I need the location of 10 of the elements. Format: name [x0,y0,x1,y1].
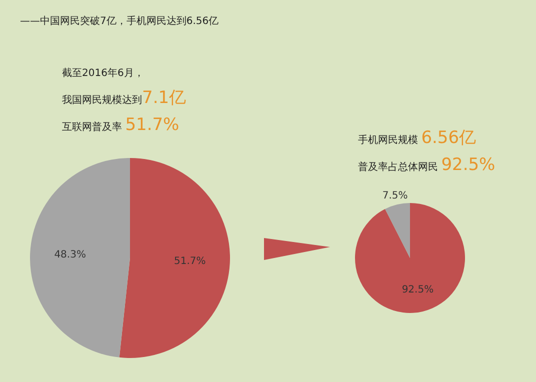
text: 互联网普及率 51.7% [62,114,180,137]
data-label: 51.7% [174,256,206,267]
data-label: 92.5% [402,284,434,296]
text: 我国网民规模达到7.1亿 [62,87,186,110]
chart-title: ——中国网民突破7亿，手机网民达到6.56亿 [20,14,219,28]
data-label: 48.3% [54,249,86,260]
data-label: 7.5% [382,190,408,202]
text: 手机网民规模 6.56亿 [358,127,478,150]
text: 截至2016年6月， [62,66,145,81]
text: 普及率占总体网民 92.5% [358,154,496,177]
